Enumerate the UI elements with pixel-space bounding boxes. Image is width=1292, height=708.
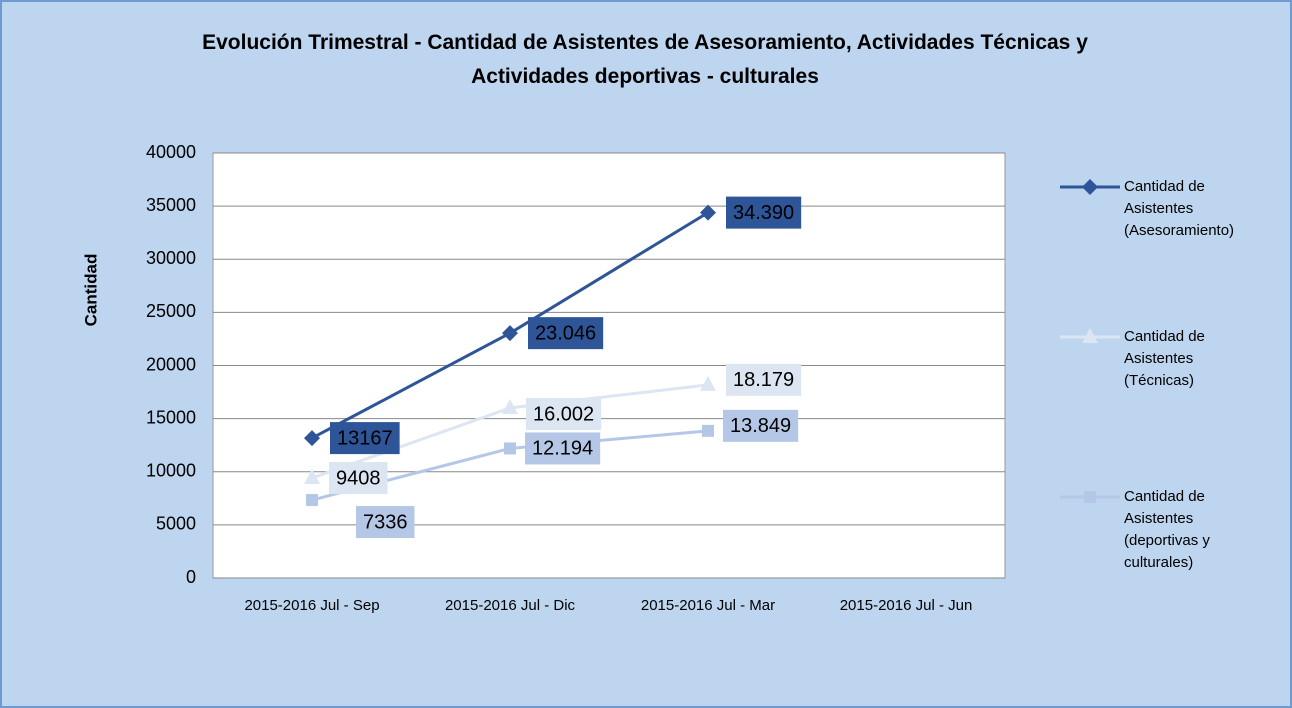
marker (306, 494, 318, 507)
marker (504, 442, 516, 455)
label-box (525, 432, 601, 465)
y-tick-label: 25000 (146, 301, 196, 321)
y-tick-label: 5000 (156, 514, 196, 534)
marker (702, 424, 714, 437)
marker (1084, 491, 1096, 503)
legend-label: Cantidad de Asistentes (deportivas y cul… (1124, 488, 1210, 571)
label-box (726, 363, 802, 396)
y-tick-label: 30000 (146, 248, 196, 268)
y-tick-label: 40000 (146, 142, 196, 162)
marker (502, 325, 518, 342)
legend-label: Cantidad de Asistentes (Técnicas) (1124, 328, 1205, 389)
data-label: 13.849 (730, 415, 791, 437)
marker (1082, 328, 1098, 343)
y-tick-label: 10000 (146, 461, 196, 481)
y-axis-label: Cantidad (81, 254, 100, 327)
chart-title: Evolución Trimestral - Cantidad de Asist… (202, 31, 1088, 88)
data-label: 18.179 (733, 369, 794, 391)
x-tick-label: 2015-2016 Jul - Mar (641, 597, 775, 614)
marker (502, 398, 518, 414)
label-box (330, 422, 400, 455)
label-box (723, 409, 799, 442)
label-box (528, 317, 604, 350)
marker (700, 375, 716, 391)
x-tick-label: 2015-2016 Jul - Jun (840, 597, 973, 614)
label-box (526, 397, 602, 430)
x-tick-label: 2015-2016 Jul - Sep (244, 597, 379, 614)
y-tick-label: 0 (186, 567, 196, 587)
marker (304, 469, 320, 485)
marker (700, 204, 716, 221)
data-label: 16.002 (533, 403, 594, 425)
label-box (329, 462, 388, 495)
legend-label: Cantidad de Asistentes (Asesoramiento) (1124, 178, 1235, 239)
data-label: 12.194 (532, 438, 593, 460)
data-label: 9408 (336, 467, 381, 489)
data-label: 34.390 (733, 202, 794, 224)
data-label: 23.046 (535, 322, 596, 344)
x-tick-label: 2015-2016 Jul - Dic (445, 597, 576, 614)
label-box (726, 196, 802, 229)
marker (304, 430, 320, 447)
marker (1082, 179, 1098, 195)
y-tick-label: 35000 (146, 195, 196, 215)
data-label: 7336 (363, 511, 408, 533)
data-label: 13167 (337, 427, 393, 449)
y-tick-label: 20000 (146, 354, 196, 374)
label-box (356, 506, 415, 539)
y-tick-label: 15000 (146, 407, 196, 427)
